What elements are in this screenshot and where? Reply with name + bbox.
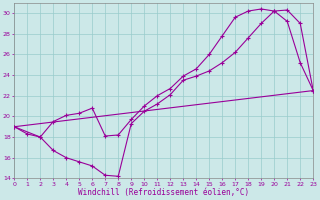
X-axis label: Windchill (Refroidissement éolien,°C): Windchill (Refroidissement éolien,°C) xyxy=(78,188,249,197)
